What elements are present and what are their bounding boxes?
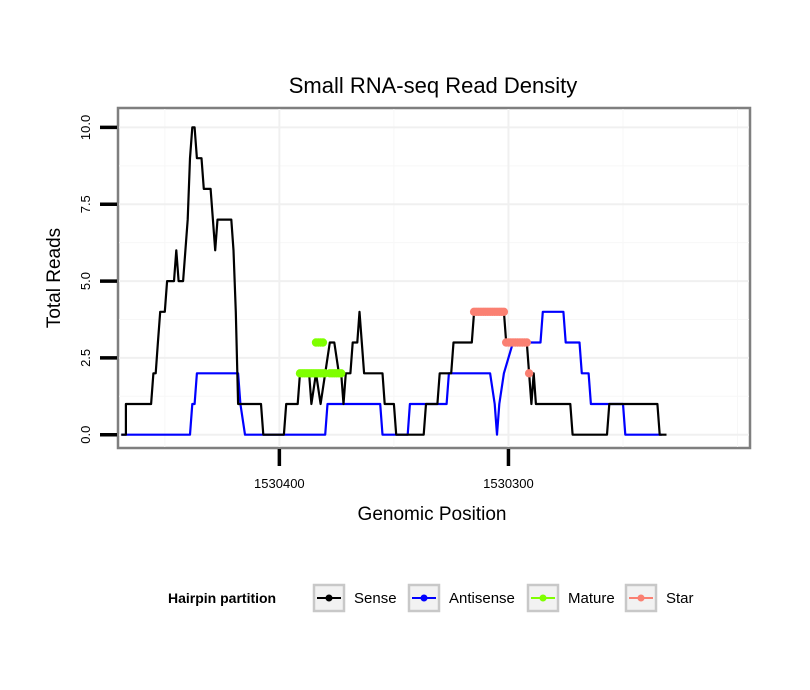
series-layer bbox=[121, 126, 667, 436]
chart-title: Small RNA-seq Read Density bbox=[289, 73, 578, 98]
x-tick-label: 1530300 bbox=[483, 476, 534, 491]
grid bbox=[119, 109, 749, 447]
y-tick-label: 0.0 bbox=[78, 426, 93, 444]
series-star-point bbox=[522, 338, 531, 347]
legend-dot-sense bbox=[325, 594, 333, 602]
legend-label-antisense: Antisense bbox=[449, 590, 515, 607]
series-star-point bbox=[524, 369, 534, 378]
legend-label-star: Star bbox=[666, 590, 694, 607]
series-mature-point bbox=[337, 369, 346, 378]
series-sense-line bbox=[121, 126, 667, 436]
plot-panel bbox=[116, 106, 752, 450]
legend-label-sense: Sense bbox=[354, 590, 397, 607]
y-axis-label: Total Reads bbox=[44, 228, 65, 328]
legend-dot-star bbox=[637, 594, 645, 602]
legend-dot-antisense bbox=[420, 594, 428, 602]
legend-dot-mature bbox=[539, 594, 547, 602]
legend-label-mature: Mature bbox=[568, 590, 615, 607]
x-tick-label: 1530400 bbox=[254, 476, 305, 491]
series-antisense-line bbox=[121, 310, 662, 436]
panel-border bbox=[116, 106, 752, 450]
x-axis-label: Genomic Position bbox=[358, 504, 507, 525]
legend-title: Hairpin partition bbox=[168, 590, 276, 606]
y-tick-label: 7.5 bbox=[78, 195, 93, 213]
legend: Hairpin partition Sense Antisense Mature St… bbox=[168, 583, 694, 613]
x-axis: 1530400 1530300 bbox=[254, 449, 534, 491]
y-axis: 0.0 2.5 5.0 7.5 10.0 bbox=[78, 115, 117, 444]
series-star-point bbox=[499, 307, 509, 316]
y-tick-label: 5.0 bbox=[78, 272, 93, 290]
y-tick-label: 10.0 bbox=[78, 115, 93, 140]
series-mature-point bbox=[318, 338, 328, 347]
y-tick-label: 2.5 bbox=[78, 349, 93, 367]
